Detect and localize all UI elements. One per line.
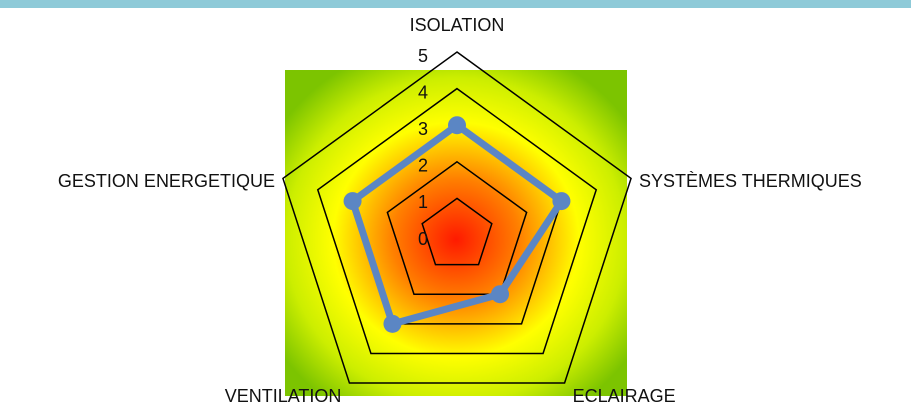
r-tick-label: 4 bbox=[418, 82, 428, 102]
category-label: ECLAIRAGE bbox=[573, 386, 676, 406]
grid-ring bbox=[421, 197, 493, 266]
top-bar bbox=[0, 0, 911, 8]
data-point bbox=[491, 285, 510, 304]
r-tick-label: 1 bbox=[418, 192, 428, 212]
category-label: ISOLATION bbox=[410, 15, 505, 35]
data-point bbox=[552, 192, 571, 211]
grid-ring bbox=[282, 51, 632, 384]
r-tick-label: 2 bbox=[418, 156, 428, 176]
data-point bbox=[448, 116, 466, 135]
category-label: GESTION ENERGETIQUE bbox=[58, 171, 275, 191]
grid-ring bbox=[386, 160, 528, 295]
r-tick-label: 3 bbox=[418, 119, 428, 139]
r-tick-label: 0 bbox=[418, 229, 428, 249]
category-label: SYSTÈMES THERMIQUES bbox=[639, 171, 862, 191]
category-label: VENTILATION bbox=[225, 386, 342, 406]
series-line bbox=[349, 121, 565, 328]
data-point bbox=[343, 192, 362, 211]
r-tick-label: 5 bbox=[418, 46, 428, 66]
grid-ring bbox=[316, 87, 598, 355]
data-point bbox=[383, 314, 402, 333]
